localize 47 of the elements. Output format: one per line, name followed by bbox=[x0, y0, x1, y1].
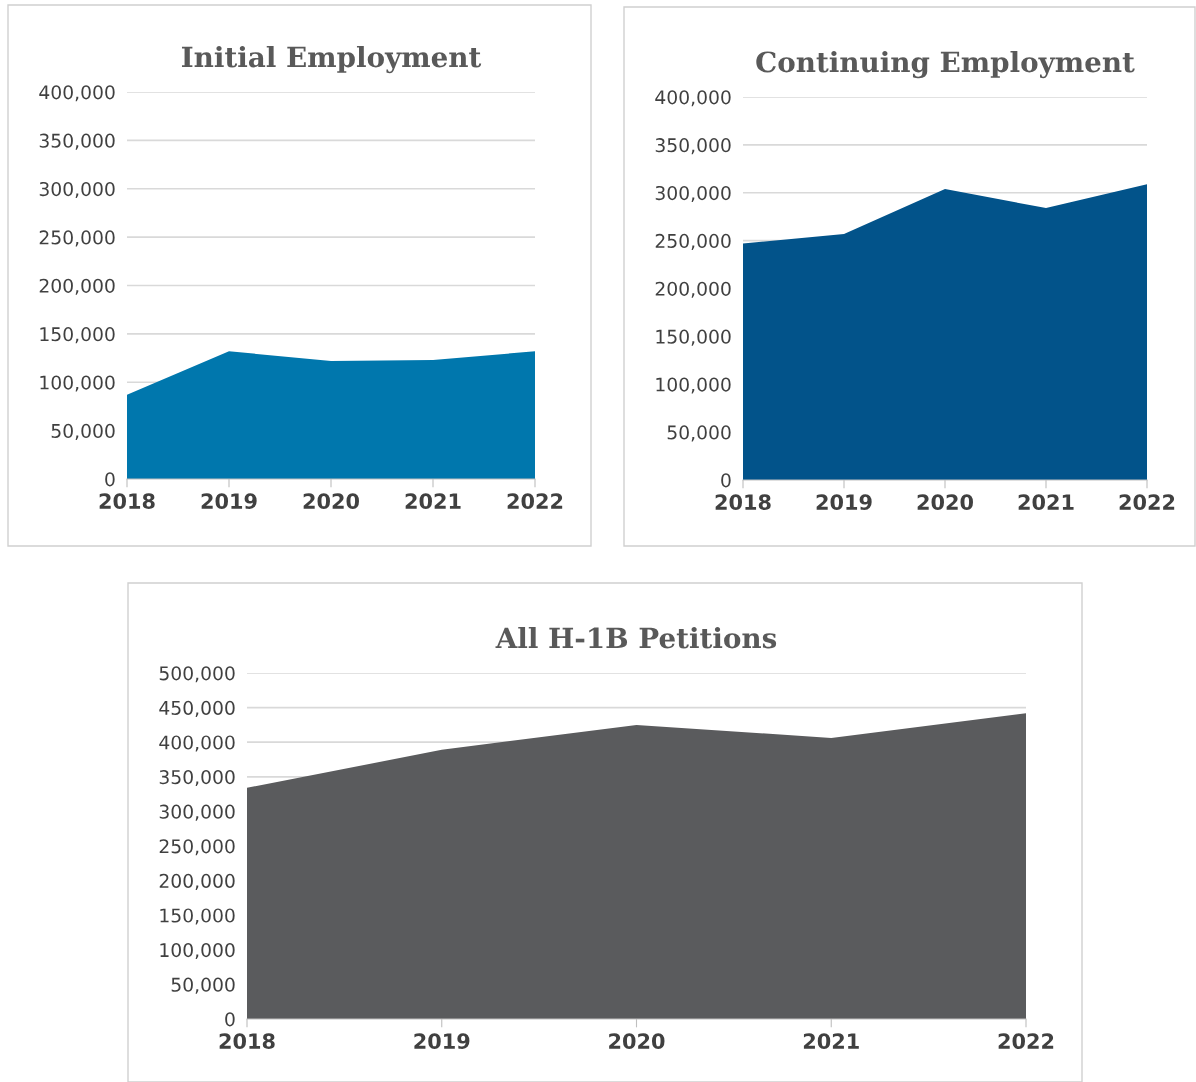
y-tick-label: 500,000 bbox=[159, 666, 235, 683]
x-tick-label: 2022 bbox=[998, 1033, 1054, 1050]
y-tick-label: 300,000 bbox=[39, 181, 115, 199]
y-tick-label: 200,000 bbox=[159, 873, 235, 890]
y-tick-label: 100,000 bbox=[40, 375, 115, 392]
y-tick-label: 350,000 bbox=[39, 133, 115, 150]
y-tick-label: 50,000 bbox=[667, 425, 731, 442]
x-tick-label: 2020 bbox=[609, 1033, 665, 1050]
x-tick-label: 2018 bbox=[219, 1033, 275, 1050]
x-tick-label: 2022 bbox=[507, 493, 563, 510]
x-tick-label: 2020 bbox=[917, 494, 973, 511]
y-tick-label: 150,000 bbox=[656, 329, 731, 346]
x-tick-label: 2021 bbox=[803, 1033, 859, 1050]
x-tick-label: 2019 bbox=[816, 494, 872, 511]
y-tick-label: 350,000 bbox=[655, 138, 731, 155]
x-tick-label: 2020 bbox=[303, 493, 359, 510]
y-tick-label: 0 bbox=[225, 1012, 235, 1027]
y-tick-label: 200,000 bbox=[655, 281, 731, 298]
x-tick-label: 2018 bbox=[99, 493, 155, 510]
y-tick-label: 100,000 bbox=[656, 377, 731, 394]
x-tick-label: 2018 bbox=[715, 494, 771, 511]
chart-title: All H-1B Petitions bbox=[495, 626, 777, 649]
y-tick-label: 150,000 bbox=[40, 327, 115, 344]
chart-title: Continuing Employment bbox=[756, 50, 1135, 79]
y-tick-label: 400,000 bbox=[39, 85, 115, 102]
y-tick-label: 350,000 bbox=[159, 770, 235, 787]
x-tick-label: 2021 bbox=[1018, 494, 1074, 511]
y-tick-label: 400,000 bbox=[655, 90, 731, 107]
x-tick-label: 2022 bbox=[1119, 494, 1175, 511]
y-tick-label: 400,000 bbox=[159, 735, 235, 752]
y-tick-label: 300,000 bbox=[655, 185, 731, 203]
y-tick-label: 250,000 bbox=[39, 230, 115, 247]
y-tick-label: 100,000 bbox=[160, 943, 235, 960]
y-tick-label: 50,000 bbox=[171, 977, 235, 994]
y-tick-label: 250,000 bbox=[655, 233, 731, 250]
chart-title: Initial Employment bbox=[181, 45, 482, 74]
y-tick-label: 0 bbox=[105, 472, 115, 487]
y-tick-label: 450,000 bbox=[159, 700, 235, 717]
x-tick-label: 2021 bbox=[405, 493, 461, 510]
x-tick-label: 2019 bbox=[201, 493, 257, 510]
y-tick-label: 0 bbox=[721, 473, 731, 488]
y-tick-label: 300,000 bbox=[159, 804, 235, 821]
y-tick-label: 50,000 bbox=[51, 423, 115, 440]
y-tick-label: 200,000 bbox=[39, 278, 115, 295]
x-tick-label: 2019 bbox=[414, 1033, 470, 1050]
y-tick-label: 150,000 bbox=[160, 908, 235, 925]
y-tick-label: 250,000 bbox=[159, 839, 235, 856]
